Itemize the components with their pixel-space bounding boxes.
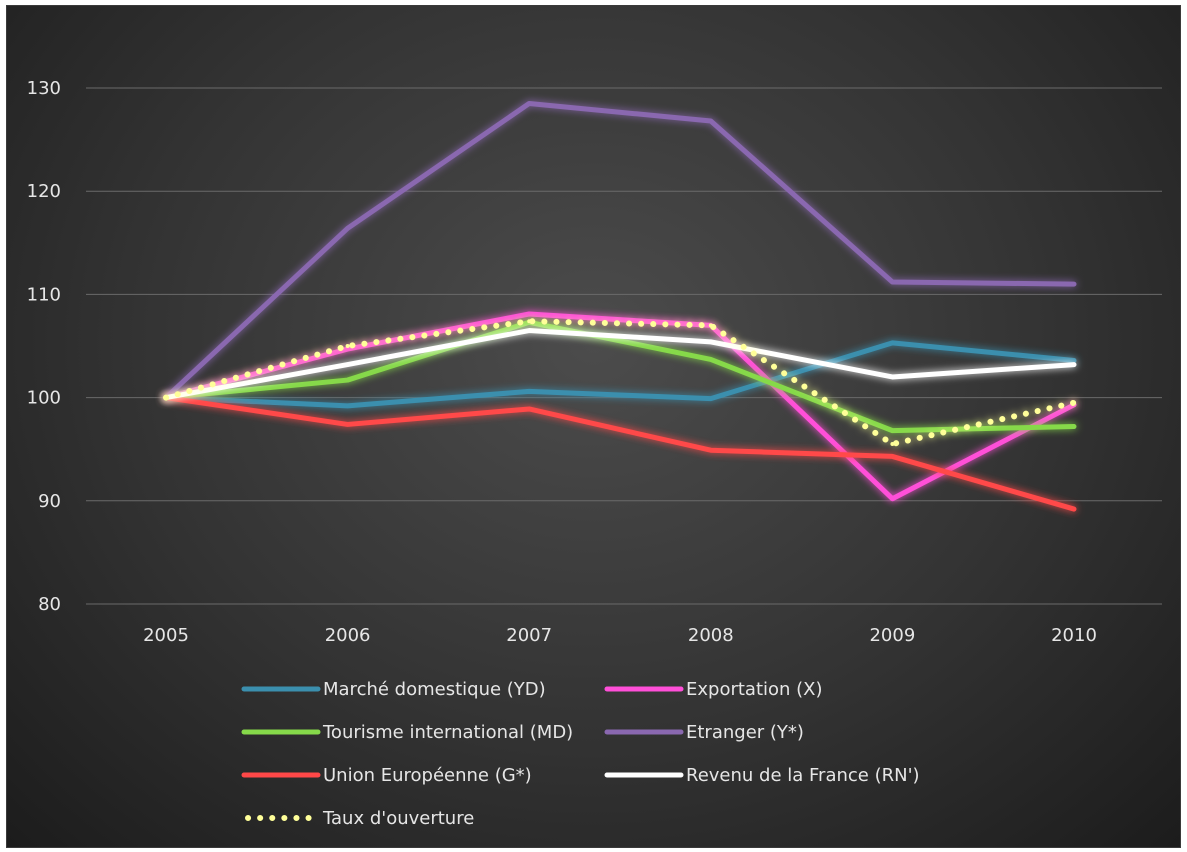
data-point xyxy=(345,226,350,231)
data-point xyxy=(890,340,895,345)
series-line-taux-d-ouverture xyxy=(163,318,1077,448)
x-tick-label: 2005 xyxy=(143,625,189,646)
data-point xyxy=(345,347,350,352)
series-line-marche-domestique-yd xyxy=(163,340,1077,409)
series-line-etranger-y xyxy=(163,100,1077,401)
legend-label: Revenu de la France (RN') xyxy=(686,765,920,786)
data-point xyxy=(890,496,895,501)
legend-item: Exportation (X) xyxy=(604,679,823,700)
data-point xyxy=(708,357,713,362)
legend-item: Marché domestique (YD) xyxy=(241,679,546,700)
legend-item: Union Européenne (G*) xyxy=(241,765,532,786)
data-point xyxy=(708,448,713,453)
data-point xyxy=(890,442,895,447)
data-point xyxy=(527,328,532,333)
data-point xyxy=(890,428,895,433)
data-point xyxy=(345,403,350,408)
data-point xyxy=(1072,362,1076,367)
y-tick-label: 100 xyxy=(27,388,61,409)
data-point xyxy=(890,454,895,459)
x-tick-label: 2010 xyxy=(1051,625,1097,646)
data-point xyxy=(708,339,713,344)
y-tick-label: 110 xyxy=(27,284,61,305)
data-point xyxy=(1072,282,1076,287)
data-point xyxy=(527,319,532,324)
legend-label: Etranger (Y*) xyxy=(686,722,804,743)
data-point xyxy=(345,422,350,427)
data-point xyxy=(1072,358,1076,363)
legend-item: Taux d'ouverture xyxy=(245,808,474,829)
data-point xyxy=(345,378,350,383)
y-tick-label: 90 xyxy=(38,491,61,512)
series-line-union-europeenne-g xyxy=(163,395,1077,512)
legend-label: Union Européenne (G*) xyxy=(323,765,532,786)
data-point xyxy=(345,362,350,367)
y-tick-label: 80 xyxy=(38,594,61,615)
legend: Marché domestique (YD) Exportation (X) Tou… xyxy=(241,679,920,829)
data-point xyxy=(1072,424,1076,429)
data-point xyxy=(708,323,713,328)
data-point xyxy=(527,406,532,411)
data-point xyxy=(708,396,713,401)
legend-label: Taux d'ouverture xyxy=(322,808,474,829)
data-point xyxy=(890,280,895,285)
data-point xyxy=(527,389,532,394)
legend-label: Marché domestique (YD) xyxy=(323,679,546,700)
data-point xyxy=(890,374,895,379)
x-tick-label: 2008 xyxy=(688,625,734,646)
series-lines xyxy=(163,100,1077,512)
legend-item: Revenu de la France (RN') xyxy=(604,765,920,786)
data-point xyxy=(1072,507,1076,512)
series-line-revenu-de-la-france-rn xyxy=(163,328,1077,401)
chart-area: 80 90 100 110 120 130 2005 2006 2007 2008 2009 201… xyxy=(6,5,1181,848)
legend-label: Exportation (X) xyxy=(686,679,823,700)
line-chart: 80 90 100 110 120 130 2005 2006 2007 2008 2009 201… xyxy=(27,78,1162,829)
x-tick-label: 2007 xyxy=(506,625,552,646)
data-point xyxy=(527,312,532,317)
series-line-tourisme-international-md xyxy=(163,319,1077,434)
legend-item: Etranger (Y*) xyxy=(604,722,804,743)
data-point xyxy=(345,344,350,348)
x-axis-ticks: 2005 2006 2007 2008 2009 2010 xyxy=(143,625,1097,646)
y-tick-label: 130 xyxy=(27,78,61,99)
legend-item: Tourisme international (MD) xyxy=(241,722,573,743)
legend-label: Tourisme international (MD) xyxy=(322,722,573,743)
y-axis-ticks: 80 90 100 110 120 130 xyxy=(27,78,61,615)
data-point xyxy=(1072,400,1076,405)
y-tick-label: 120 xyxy=(27,181,61,202)
x-tick-label: 2009 xyxy=(869,625,915,646)
gridlines xyxy=(86,87,1162,605)
data-point xyxy=(527,101,532,106)
data-point xyxy=(164,395,168,400)
data-point xyxy=(708,119,713,124)
x-tick-label: 2006 xyxy=(325,625,371,646)
